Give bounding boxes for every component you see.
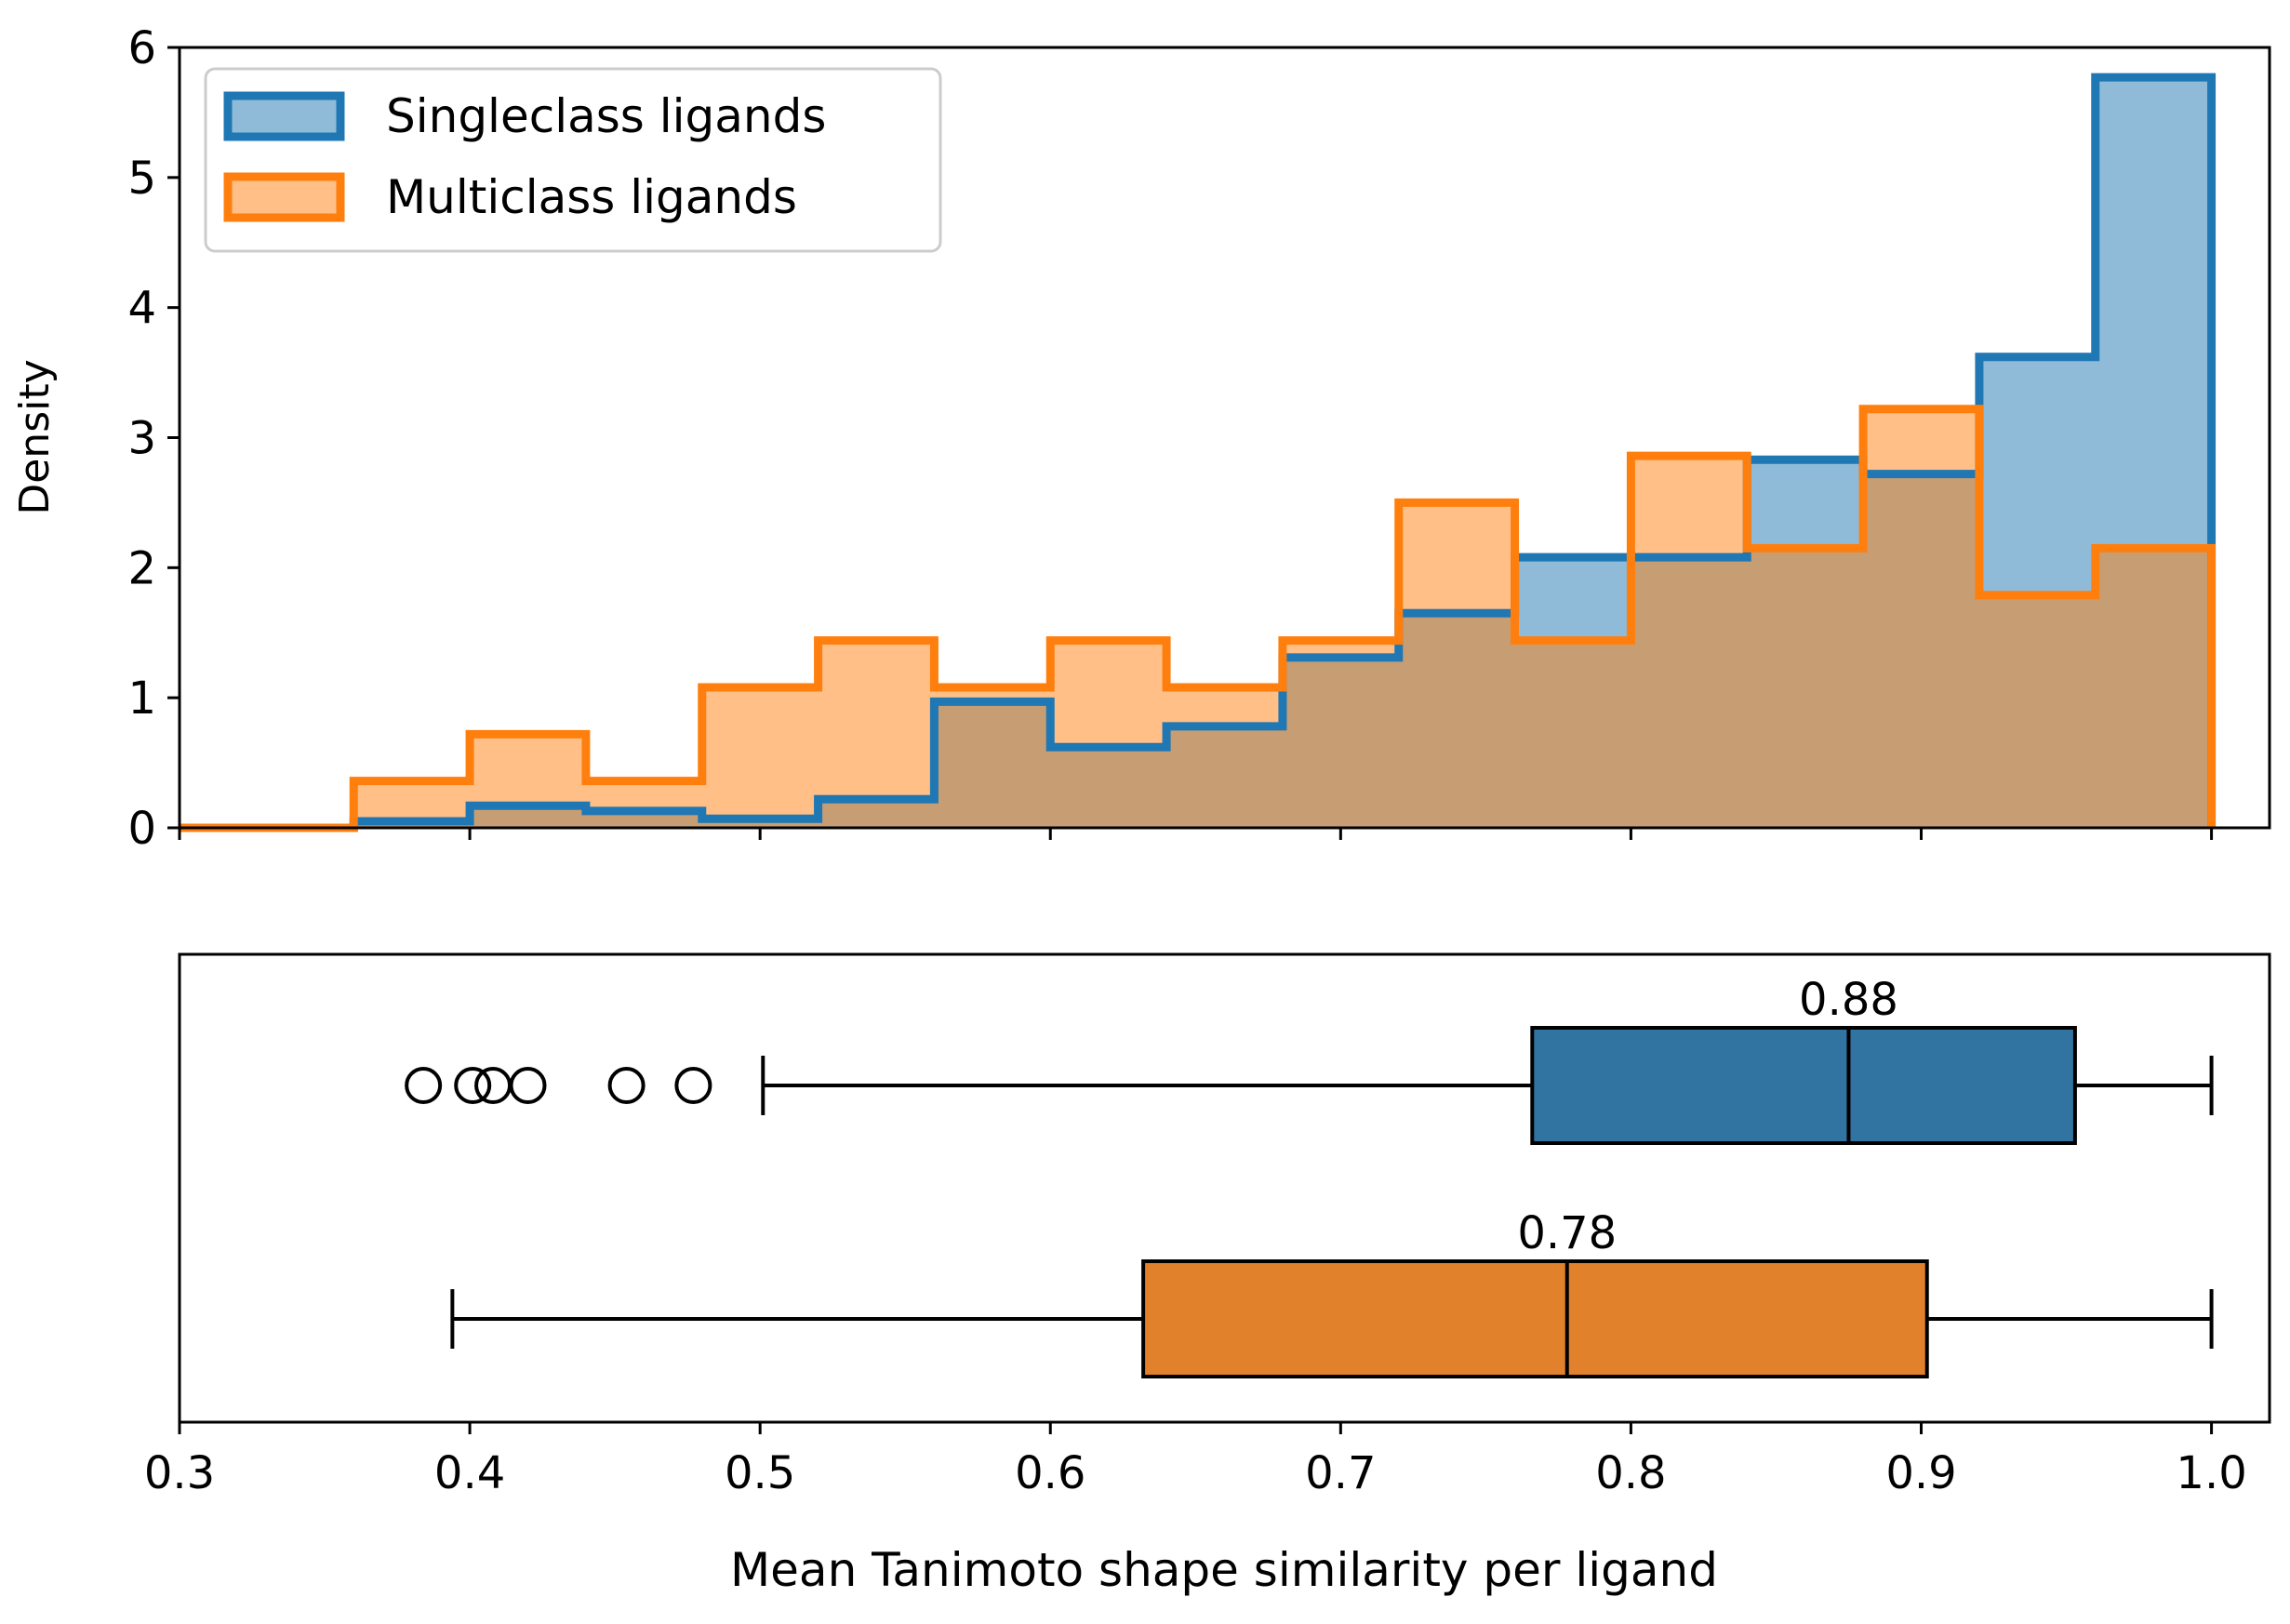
legend-swatch-multiclass [223, 172, 345, 222]
box-multiclass [1141, 1259, 1929, 1378]
x-tick-label: 0.7 [1305, 1447, 1376, 1499]
legend-swatch-singleclass [223, 91, 345, 141]
box-singleclass [1530, 1026, 2077, 1145]
y-tick-label: 3 [127, 413, 156, 465]
boxplot-axes: 0.88 0.78 0.3 0.4 0.5 0.6 0.7 0.8 0.9 1.0 Mean T… [144, 952, 2271, 1597]
median-label-multiclass: 0.78 [1517, 1207, 1617, 1259]
boxplot-x-ticks: 0.3 0.4 0.5 0.6 0.7 0.8 0.9 1.0 [144, 1422, 2247, 1499]
outlier-point-singleclass [405, 1067, 443, 1104]
median-label-singleclass: 0.88 [1799, 974, 1898, 1026]
x-axis-label: Mean Tanimoto shape similarity per ligan… [730, 1543, 1718, 1597]
y-tick-label: 2 [127, 542, 156, 594]
histogram-frame [178, 46, 2271, 830]
y-tick-label: 0 [127, 803, 156, 855]
legend: Singleclass ligands Multiclass ligands [204, 67, 942, 253]
boxplot-frame [178, 952, 2271, 1424]
y-tick-label: 1 [127, 672, 156, 725]
x-tick-label: 0.8 [1595, 1447, 1666, 1499]
boxplot-marks: 0.88 0.78 [405, 974, 2214, 1378]
outlier-point-singleclass [454, 1067, 492, 1104]
legend-label-multiclass: Multiclass ligands [386, 170, 797, 224]
y-tick-label: 6 [127, 22, 156, 74]
histogram-series [180, 73, 2217, 832]
outlier-point-singleclass [674, 1067, 712, 1104]
legend-frame [204, 67, 942, 253]
x-tick-label: 0.3 [144, 1447, 215, 1499]
y-tick-label: 4 [127, 283, 156, 335]
histogram-y-ticks: 0 1 2 3 4 5 6 [127, 22, 180, 855]
outlier-point-singleclass [607, 1067, 646, 1104]
x-tick-label: 1.0 [2176, 1447, 2246, 1499]
histogram-fill-multiclass [180, 408, 2212, 828]
x-tick-label: 0.9 [1885, 1447, 1956, 1499]
x-tick-label: 0.4 [434, 1447, 505, 1499]
outlier-point-singleclass [474, 1067, 513, 1104]
x-tick-label: 0.5 [725, 1447, 795, 1499]
y-tick-label: 5 [127, 153, 156, 205]
histogram-x-ticks [178, 828, 2214, 840]
histogram-step-multiclass [180, 405, 2217, 832]
x-tick-label: 0.6 [1015, 1447, 1085, 1499]
outlier-point-singleclass [509, 1067, 547, 1104]
legend-label-singleclass: Singleclass ligands [386, 89, 826, 143]
y-axis-label: Density [11, 359, 59, 514]
histogram-axes: 0 1 2 3 4 5 6 Density [11, 22, 2271, 855]
histogram-step-singleclass [180, 73, 2217, 832]
